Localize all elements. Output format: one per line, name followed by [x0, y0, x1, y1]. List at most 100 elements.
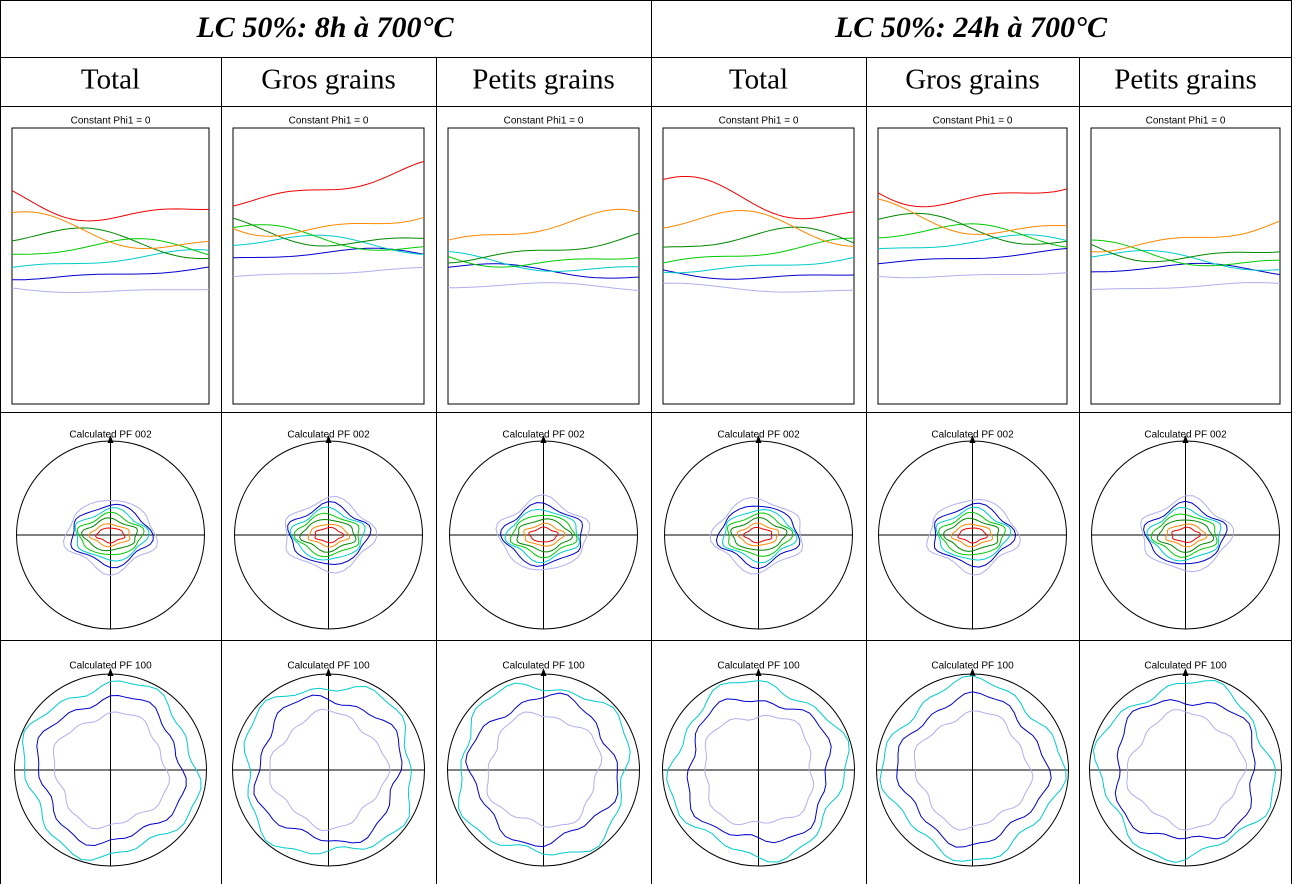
pole-figure-arrow — [107, 668, 114, 676]
column-header: Gros grains — [905, 64, 1040, 96]
odf-contour — [232, 217, 425, 247]
pole-figure-contour — [1143, 500, 1228, 565]
plot-title: Calculated PF 100 — [717, 661, 800, 672]
pole-figure-contour — [1146, 507, 1222, 562]
plot-title: Calculated PF 002 — [502, 430, 585, 441]
pole-figure-arrow — [1182, 668, 1189, 676]
odf-contour — [447, 208, 640, 241]
pole-figure-contour — [314, 526, 345, 544]
odf-contour — [447, 263, 640, 279]
odf-frame — [662, 127, 855, 405]
pole-figure-contour — [721, 508, 798, 564]
odf-contour — [877, 234, 1068, 250]
pole-figure-contour — [730, 516, 788, 551]
odf-contour — [447, 282, 640, 291]
pole-figure-contour — [307, 523, 351, 548]
odf-contour — [662, 269, 855, 280]
plot-title: Constant Phi1 = 0 — [289, 116, 369, 127]
odf-contour — [877, 188, 1068, 208]
pole-figure-contour — [36, 694, 187, 847]
pole-figure-contour — [504, 508, 581, 564]
pole-figure-contour — [686, 698, 832, 844]
odf-contour — [662, 282, 855, 293]
pole-figure-arrow — [325, 668, 332, 676]
pole-figure-contour — [666, 680, 850, 863]
pole-figure-arrow — [969, 668, 976, 676]
odf-contour — [1090, 239, 1281, 267]
pole-figure-contour — [935, 506, 1012, 561]
column-header: Total — [729, 64, 788, 96]
pole-figure-contour — [715, 505, 801, 570]
pole-figure-contour — [95, 527, 126, 544]
pole-figure-contour — [879, 675, 1067, 862]
plot-title: Calculated PF 100 — [502, 661, 585, 672]
plot-title: Constant Phi1 = 0 — [71, 116, 151, 127]
pole-figure-contour — [742, 526, 773, 544]
pole-figure-arrow — [325, 435, 332, 443]
plot-title: Calculated PF 002 — [1144, 430, 1227, 441]
pole-figure-contour — [1114, 699, 1256, 840]
pole-figure-contour — [287, 500, 372, 566]
odf-contour — [877, 212, 1068, 245]
odf-contour — [11, 211, 210, 250]
pole-figure-contour — [499, 502, 584, 567]
odf-contour — [447, 251, 639, 272]
odf-contour — [877, 198, 1068, 235]
pole-figure-arrow — [755, 668, 762, 676]
pole-figure-contour — [709, 496, 804, 575]
pole-figure-contour — [896, 691, 1052, 848]
column-header: Petits grains — [1114, 64, 1257, 96]
odf-contour — [877, 223, 1068, 248]
plot-title: Calculated PF 002 — [717, 430, 800, 441]
pole-figure-contour — [21, 680, 202, 861]
pole-figure-contour — [289, 506, 366, 561]
odf-contour — [11, 249, 210, 268]
odf-contour — [11, 190, 210, 222]
plot-title: Calculated PF 002 — [287, 430, 370, 441]
plot-title: Constant Phi1 = 0 — [1146, 116, 1226, 127]
pole-figure-contour — [509, 514, 578, 559]
plot-title: Constant Phi1 = 0 — [719, 116, 799, 127]
pole-figure-arrow — [755, 435, 762, 443]
column-header: Total — [81, 64, 140, 96]
plot-title: Calculated PF 100 — [1144, 661, 1227, 672]
pole-figure-contour — [1140, 495, 1235, 573]
pole-figure-contour — [62, 499, 159, 577]
pole-figure-contour — [1156, 519, 1215, 554]
pole-figure-contour — [81, 517, 139, 552]
odf-frame — [11, 127, 210, 405]
odf-contour — [1090, 243, 1281, 263]
column-header: Gros grains — [261, 64, 396, 96]
odf-contour — [447, 232, 640, 264]
pole-figure-contour — [704, 714, 815, 826]
group-title: LC 50%: 24h à 700°C — [834, 11, 1108, 44]
pole-figure-contour — [1126, 709, 1248, 831]
plot-title: Calculated PF 002 — [931, 430, 1014, 441]
odf-contour — [662, 256, 855, 274]
plot-title: Calculated PF 100 — [931, 661, 1014, 672]
odf-contour — [232, 267, 425, 278]
pole-figure-contour — [523, 522, 566, 547]
odf-contour — [232, 224, 425, 251]
pole-figure-arrow — [107, 435, 114, 443]
pole-figure-contour — [52, 711, 170, 830]
pole-figure-arrow — [1182, 435, 1189, 443]
pole-figure-contour — [74, 507, 150, 562]
pole-figure-contour — [269, 708, 391, 832]
pole-figure-contour — [70, 503, 154, 569]
pole-figure-contour — [950, 523, 994, 548]
pole-figure-contour — [1171, 526, 1201, 544]
odf-contour — [662, 209, 855, 247]
pole-figure-contour — [938, 511, 1006, 556]
odf-contour — [11, 287, 210, 293]
plot-title: Constant Phi1 = 0 — [933, 116, 1013, 127]
plot-title: Constant Phi1 = 0 — [504, 116, 584, 127]
odf-contour — [877, 248, 1068, 265]
pole-figure-contour — [253, 694, 403, 844]
plot-title: Calculated PF 100 — [287, 661, 370, 672]
pole-figure-contour — [942, 517, 1000, 552]
odf-frame — [877, 127, 1068, 405]
odf-frame — [232, 127, 425, 405]
odf-contour — [877, 272, 1068, 279]
